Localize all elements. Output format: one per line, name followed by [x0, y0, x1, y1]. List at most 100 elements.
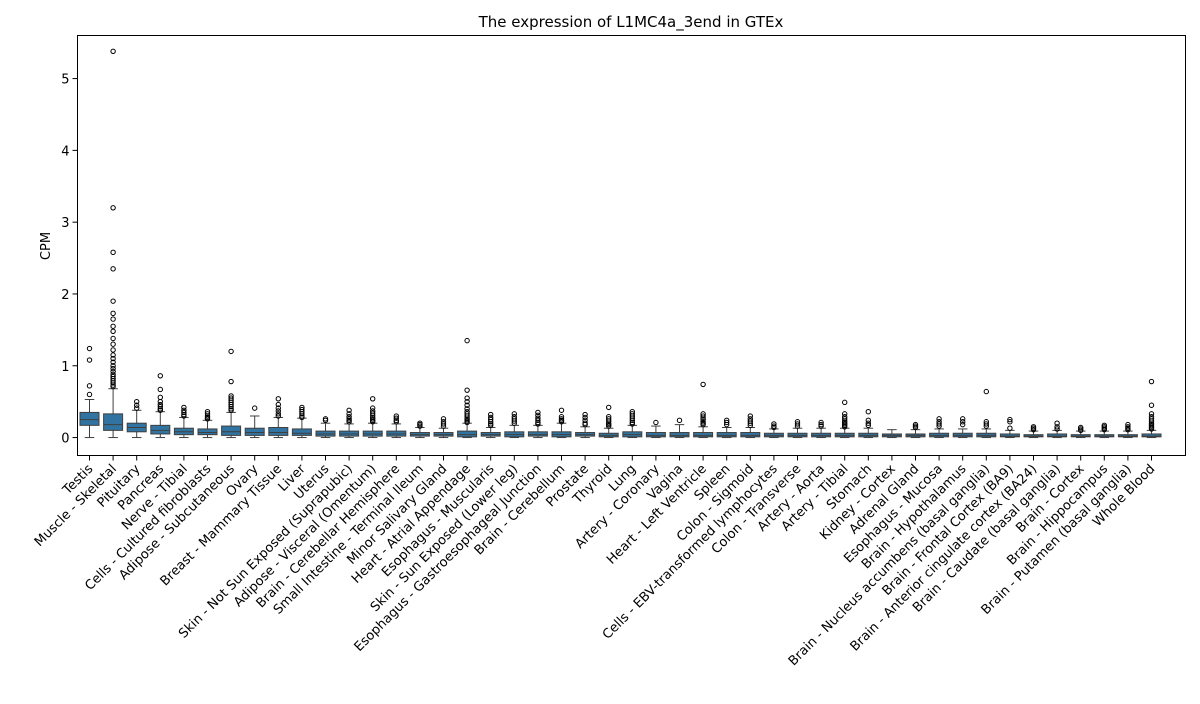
outlier-point [842, 399, 848, 406]
outlier-point [346, 411, 352, 417]
outlier-point [370, 412, 376, 418]
outlier-point [228, 378, 234, 385]
outlier-point [558, 414, 565, 420]
box [268, 427, 289, 436]
outlier-point [912, 424, 919, 431]
outlier-point [700, 416, 706, 423]
outlier-point [1007, 419, 1013, 425]
outlier-point [110, 368, 116, 375]
outlier-point [794, 421, 801, 427]
outlier-point [1101, 426, 1108, 433]
outlier-point [322, 417, 329, 424]
outlier-point [606, 423, 612, 429]
outlier-point [936, 421, 942, 427]
outlier-point [346, 407, 352, 413]
outlier-point [370, 396, 376, 402]
outlier-point [110, 266, 116, 272]
outlier-point [511, 411, 517, 417]
outlier-point [134, 398, 140, 405]
outlier-point [464, 419, 470, 426]
outlier-point [936, 423, 942, 429]
outlier-point [724, 421, 730, 428]
outlier-point [110, 359, 116, 365]
outlier-point [1148, 378, 1155, 385]
outlier-point [110, 316, 116, 322]
box [716, 432, 737, 438]
outlier-point [299, 414, 305, 421]
outlier-point [960, 419, 966, 425]
outlier-point [582, 414, 588, 421]
outlier-point [110, 383, 116, 390]
outlier-point [440, 416, 447, 422]
outlier-point [771, 424, 777, 431]
box [1141, 433, 1162, 438]
outlier-point [275, 405, 281, 411]
box [150, 424, 171, 435]
outlier-point [110, 363, 116, 369]
outlier-point [1125, 426, 1131, 433]
box [457, 430, 478, 438]
outlier-point [110, 365, 116, 372]
outlier-point [606, 418, 612, 424]
outlier-point [842, 411, 848, 417]
outlier-point [700, 413, 706, 419]
outlier-point [110, 380, 116, 386]
chart-title: The expression of L1MC4a_3end in GTEx [478, 13, 784, 32]
outlier-point [204, 416, 211, 422]
outlier-point [629, 417, 635, 424]
outlier-point [181, 413, 187, 419]
outlier-point [110, 298, 116, 304]
box [244, 427, 265, 436]
box [645, 432, 666, 438]
outlier-point [86, 357, 93, 363]
outlier-point [110, 352, 116, 358]
outlier-point [252, 405, 258, 411]
plot-frame [77, 35, 1186, 456]
outlier-point [747, 422, 753, 429]
outlier-point [936, 416, 942, 422]
outlier-point [488, 411, 494, 418]
outlier-point [181, 409, 187, 416]
outlier-point [440, 421, 447, 427]
box [740, 432, 761, 438]
outlier-point [558, 407, 565, 413]
outlier-point [818, 423, 824, 429]
outlier-point [464, 406, 470, 412]
outlier-point [535, 417, 541, 424]
outlier-point [134, 402, 140, 408]
outlier-point [747, 420, 753, 426]
outlier-point [700, 421, 706, 428]
y-tick-label: 5 [61, 73, 69, 88]
outlier-point [464, 402, 470, 408]
box [999, 433, 1020, 438]
outlier-point [983, 388, 989, 395]
outlier-point [464, 413, 470, 419]
outlier-point [582, 411, 588, 418]
box [1047, 433, 1068, 438]
outlier-point [1148, 411, 1155, 417]
outlier-point [1148, 418, 1155, 424]
outlier-point [464, 387, 470, 393]
outlier-point [370, 405, 376, 411]
y-tick-label: 3 [61, 216, 69, 231]
outlier-point [842, 416, 848, 422]
y-tick-label: 0 [61, 432, 69, 447]
outlier-point [983, 423, 989, 429]
outlier-point [157, 373, 164, 379]
outlier-point [370, 419, 376, 425]
outlier-point [110, 347, 116, 353]
outlier-point [299, 411, 305, 417]
outlier-point [865, 422, 871, 429]
outlier-point [535, 421, 541, 427]
box [221, 425, 242, 436]
outlier-point [440, 423, 447, 429]
outlier-point [157, 407, 164, 413]
box [291, 428, 312, 436]
outlier-point [110, 310, 116, 317]
outlier-point [1148, 426, 1155, 432]
box [693, 432, 714, 438]
outlier-point [771, 421, 777, 427]
y-tick-label: 4 [61, 144, 69, 159]
